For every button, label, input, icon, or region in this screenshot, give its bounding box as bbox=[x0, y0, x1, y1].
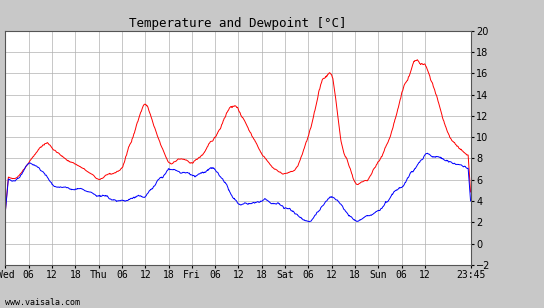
Title: Temperature and Dewpoint [°C]: Temperature and Dewpoint [°C] bbox=[129, 17, 347, 30]
Text: www.vaisala.com: www.vaisala.com bbox=[5, 298, 81, 307]
